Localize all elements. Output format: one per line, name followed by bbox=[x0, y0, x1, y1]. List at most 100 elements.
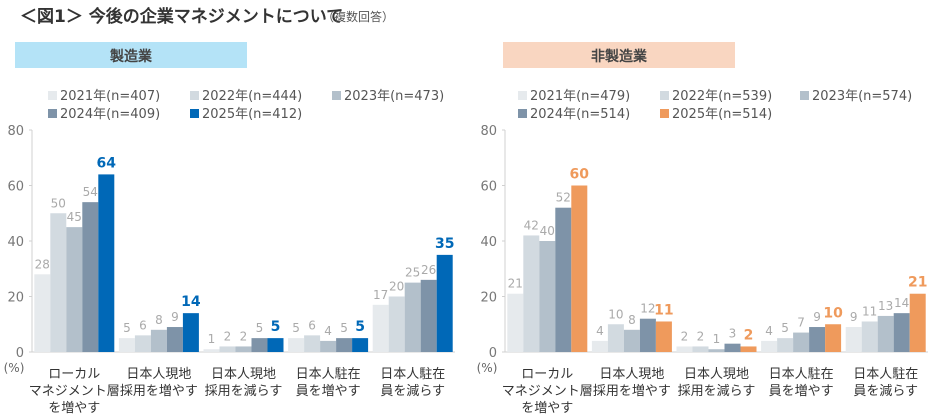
category-label: を増やす bbox=[48, 401, 100, 416]
data-label: 4 bbox=[596, 324, 604, 338]
legend-label: 2022年(n=444) bbox=[202, 89, 302, 104]
data-label: 5 bbox=[256, 321, 264, 335]
data-label: 28 bbox=[35, 257, 50, 271]
data-label: 6 bbox=[139, 318, 147, 332]
y-tick-label: 80 bbox=[480, 124, 497, 139]
data-label: 60 bbox=[570, 167, 590, 183]
panel-banner bbox=[15, 42, 247, 68]
bar bbox=[50, 213, 67, 352]
data-label: 9 bbox=[850, 310, 858, 324]
data-label: 7 bbox=[797, 316, 805, 330]
data-label: 45 bbox=[67, 210, 82, 224]
data-label: 25 bbox=[405, 266, 420, 280]
category-label: 日本人現地 bbox=[599, 367, 664, 382]
legend-swatch bbox=[518, 91, 527, 100]
category-label: ローカル bbox=[48, 367, 100, 382]
bar bbox=[845, 327, 862, 352]
bar bbox=[288, 338, 305, 352]
bar bbox=[251, 338, 268, 352]
bar bbox=[66, 227, 83, 352]
y-tick-label: 60 bbox=[480, 180, 497, 195]
data-label: 1 bbox=[208, 332, 216, 346]
legend-label: 2024年(n=514) bbox=[530, 107, 630, 122]
bar bbox=[761, 340, 778, 352]
data-label: 6 bbox=[308, 318, 316, 332]
bar bbox=[724, 343, 741, 352]
data-label: 11 bbox=[654, 302, 673, 318]
data-label: 9 bbox=[171, 310, 179, 324]
bar bbox=[134, 335, 151, 352]
category-label: 日本人現地 bbox=[684, 367, 749, 382]
bar bbox=[182, 313, 199, 352]
legend-label: 2023年(n=574) bbox=[812, 89, 912, 104]
category-label: 日本人駐在 bbox=[296, 367, 361, 382]
legend-swatch bbox=[660, 109, 669, 118]
category-label: 採用を増やす bbox=[120, 384, 198, 399]
bar bbox=[98, 174, 115, 352]
data-label: 35 bbox=[435, 236, 454, 252]
category-label: 員を増やす bbox=[296, 384, 361, 399]
category-label: マネジメント層 bbox=[29, 384, 120, 399]
legend-swatch bbox=[800, 91, 809, 100]
category-label: マネジメント層 bbox=[502, 384, 593, 399]
category-label: 日本人現地 bbox=[211, 367, 276, 382]
bar bbox=[893, 313, 910, 352]
data-label: 50 bbox=[51, 196, 66, 210]
legend-swatch bbox=[660, 91, 669, 100]
legend-label: 2025年(n=514) bbox=[672, 107, 772, 122]
legend-label: 2022年(n=539) bbox=[672, 89, 772, 104]
bar bbox=[166, 327, 183, 352]
bar bbox=[150, 329, 167, 352]
legend-swatch bbox=[190, 109, 199, 118]
data-label: 2 bbox=[224, 329, 232, 343]
legend-swatch bbox=[190, 91, 199, 100]
category-label: ローカル bbox=[521, 367, 573, 382]
data-label: 13 bbox=[878, 299, 893, 313]
bar bbox=[555, 207, 572, 352]
bar bbox=[825, 324, 842, 352]
bar bbox=[235, 346, 252, 352]
panel-title: 非製造業 bbox=[591, 48, 648, 65]
bar bbox=[118, 338, 135, 352]
legend-swatch bbox=[332, 91, 341, 100]
category-label: 員を減らす bbox=[853, 383, 918, 399]
category-label: 員を増やす bbox=[769, 384, 834, 399]
bar bbox=[523, 235, 540, 352]
data-label: 10 bbox=[823, 305, 843, 321]
legend-swatch bbox=[518, 109, 527, 118]
bar bbox=[34, 274, 51, 352]
data-label: 2 bbox=[240, 329, 248, 343]
bar bbox=[336, 338, 353, 352]
bar bbox=[436, 254, 453, 352]
bar bbox=[591, 340, 608, 352]
category-label: 員を減らす bbox=[380, 383, 445, 399]
bar bbox=[861, 321, 878, 352]
data-label: 5 bbox=[292, 321, 300, 335]
data-label: 5 bbox=[781, 321, 789, 335]
legend-label: 2023年(n=473) bbox=[344, 89, 444, 104]
y-tick-label: 0 bbox=[489, 346, 497, 361]
data-label: 26 bbox=[421, 263, 436, 277]
category-label: 採用を減らす bbox=[205, 383, 283, 399]
legend-label: 2021年(n=479) bbox=[530, 89, 630, 104]
data-label: 40 bbox=[540, 224, 555, 238]
bar bbox=[777, 338, 794, 352]
data-label: 2 bbox=[744, 327, 754, 343]
unit-label: (%) bbox=[477, 361, 498, 375]
bar bbox=[809, 327, 826, 352]
bar bbox=[352, 338, 369, 352]
data-label: 21 bbox=[908, 275, 927, 291]
data-label: 20 bbox=[389, 280, 404, 294]
legend-swatch bbox=[48, 109, 57, 118]
data-label: 14 bbox=[894, 296, 909, 310]
data-label: 9 bbox=[813, 310, 821, 324]
y-tick-label: 40 bbox=[7, 235, 24, 250]
category-label: 採用を減らす bbox=[678, 383, 756, 399]
y-tick-label: 20 bbox=[7, 291, 24, 306]
category-label: 採用を増やす bbox=[593, 384, 671, 399]
bar bbox=[623, 329, 640, 352]
y-tick-label: 0 bbox=[16, 346, 24, 361]
data-label: 10 bbox=[608, 307, 623, 321]
